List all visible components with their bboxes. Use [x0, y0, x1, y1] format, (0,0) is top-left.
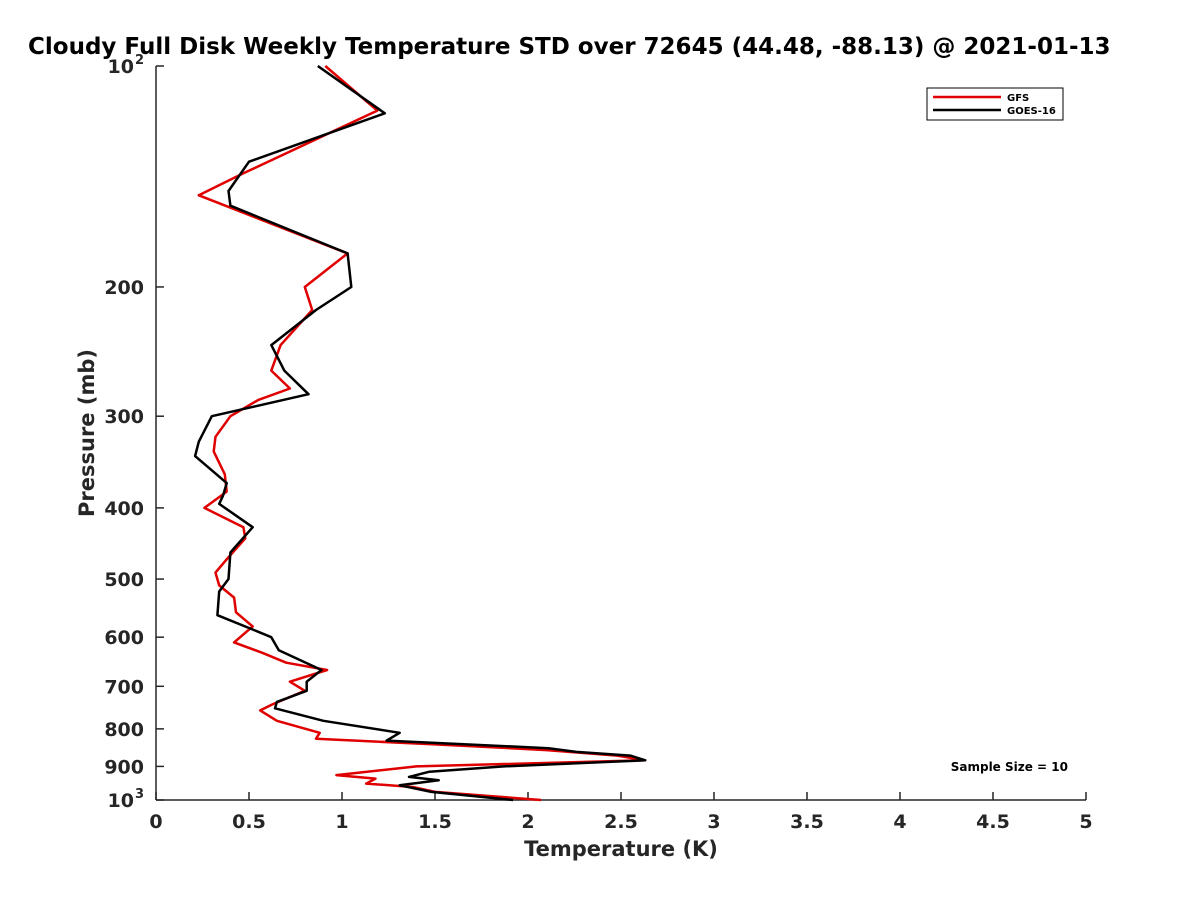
series-layer — [193, 64, 647, 802]
sample-size-annotation: Sample Size = 10 — [951, 760, 1068, 774]
legend-label-goes16: GOES-16 — [1007, 106, 1056, 117]
x-tick-label: 4.5 — [976, 811, 1010, 833]
series-line-gfs — [197, 65, 647, 802]
x-tick-label: 1 — [335, 811, 348, 833]
x-axis-label: Temperature (K) — [524, 837, 718, 861]
y-tick-label: 700 — [104, 676, 144, 698]
legend: GFS GOES-16 — [926, 87, 1064, 121]
y-axis-label: Pressure (mb) — [75, 349, 99, 517]
series-line-goes-16 — [193, 64, 647, 802]
chart-title: Cloudy Full Disk Weekly Temperature STD … — [28, 34, 1111, 60]
x-tick-label: 2.5 — [604, 811, 638, 833]
x-tick-label: 3.5 — [790, 811, 824, 833]
x-tick-label: 0.5 — [232, 811, 266, 833]
y-tick-exponent: 3 — [135, 787, 144, 802]
x-tick-label: 1.5 — [418, 811, 452, 833]
x-tick-label: 0 — [149, 811, 162, 833]
legend-label-gfs: GFS — [1007, 93, 1029, 104]
y-tick-label: 10 — [108, 56, 134, 78]
plot-area — [156, 66, 1086, 800]
x-tick-label: 3 — [707, 811, 720, 833]
y-tick-label: 600 — [104, 627, 144, 649]
y-tick-label: 800 — [104, 719, 144, 741]
y-tick-label: 200 — [104, 277, 144, 299]
x-tick-label: 4 — [893, 811, 906, 833]
x-axis-ticks: 0 0.5 1 1.5 2 2.5 3 3.5 4 4.5 5 — [149, 792, 1093, 833]
y-tick-exponent: 2 — [135, 53, 144, 68]
y-tick-label: 10 — [108, 790, 134, 812]
y-tick-label: 400 — [104, 498, 144, 520]
legend-box — [926, 87, 1064, 121]
y-tick-label: 500 — [104, 569, 144, 591]
y-tick-label: 900 — [104, 756, 144, 778]
x-tick-label: 5 — [1079, 811, 1092, 833]
x-tick-label: 2 — [521, 811, 534, 833]
y-tick-label: 300 — [104, 406, 144, 428]
